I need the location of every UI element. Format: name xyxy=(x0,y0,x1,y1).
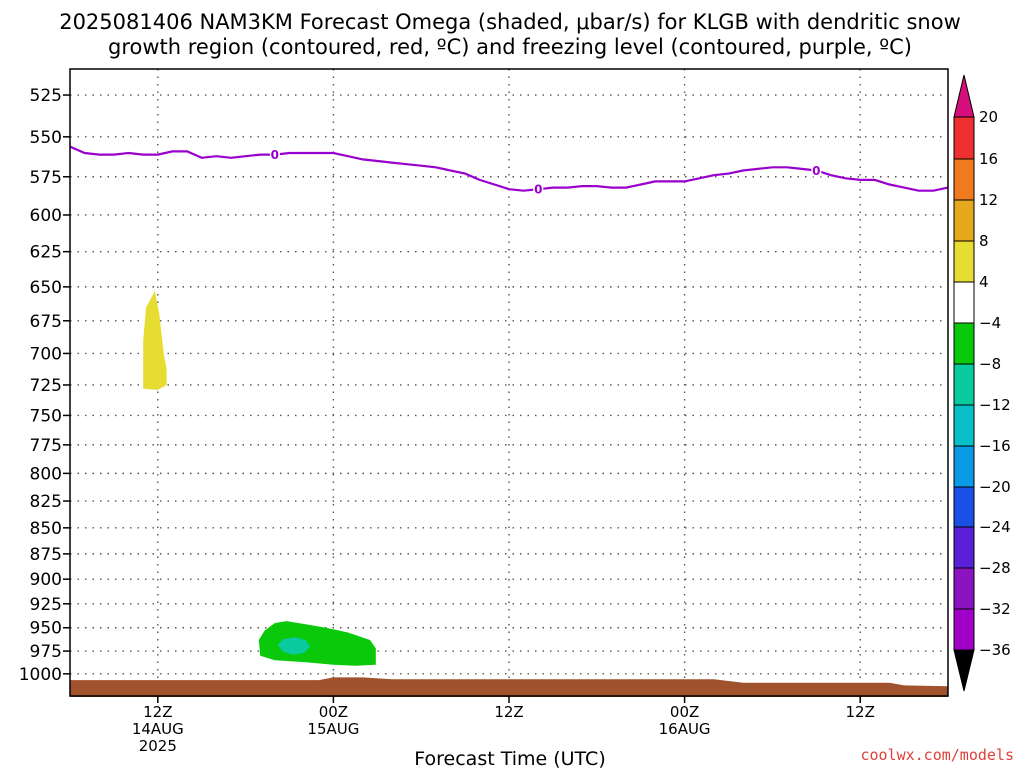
y-tick-label-0: 525 xyxy=(30,86,62,106)
chart-title-line2: growth region (contoured, red, ºC) and f… xyxy=(108,35,912,59)
y-tick-label-7: 700 xyxy=(30,344,62,364)
y-tick-label-17: 950 xyxy=(30,619,62,639)
freezing-level-contour: 0 0 0 xyxy=(69,145,949,197)
x-tick-label-3-0: 00Z xyxy=(670,703,699,721)
contour-label-bg-0 xyxy=(269,147,280,161)
colorbar-label-2: 12 xyxy=(979,191,998,209)
colorbar-label-8: −16 xyxy=(979,437,1011,455)
colorbar-label-1: 16 xyxy=(979,150,998,168)
x-tick-label-2-0: 12Z xyxy=(494,703,523,721)
y-tick-label-19: 1000 xyxy=(19,665,62,685)
x-tick-label-1-1: 15AUG xyxy=(307,720,359,738)
colorbar-label-0: 20 xyxy=(979,108,998,126)
omega-shading xyxy=(143,291,376,666)
omega-region-1 xyxy=(258,621,376,666)
colorbar-label-3: 8 xyxy=(979,232,989,250)
x-tick-label-0-0: 12Z xyxy=(143,703,172,721)
colorbar-segment-12 xyxy=(953,608,975,651)
y-tick-label-1: 550 xyxy=(30,128,62,148)
y-axis: 525 550 575 600 625 650 675 700 725 750 775 800 825 8… xyxy=(19,86,70,685)
y-tick-label-5: 650 xyxy=(30,278,62,298)
colorbar: 20 16 12 8 4 −4 −8 −12 −16 −20 −24 −28 −32 −36 xyxy=(953,74,1011,692)
y-tick-label-9: 750 xyxy=(30,406,62,426)
y-tick-label-13: 850 xyxy=(30,519,62,539)
y-tick-label-18: 975 xyxy=(30,642,62,662)
y-tick-label-6: 675 xyxy=(30,312,62,332)
y-tick-label-14: 875 xyxy=(30,545,62,565)
colorbar-segment-4 xyxy=(953,281,975,324)
y-tick-label-2: 575 xyxy=(30,168,62,188)
contour-label-bg-1 xyxy=(533,182,544,196)
colorbar-label-11: −28 xyxy=(979,559,1011,577)
colorbar-segment-3 xyxy=(953,240,975,283)
colorbar-label-10: −24 xyxy=(979,518,1011,536)
chart-title-line1: 2025081406 NAM3KM Forecast Omega (shaded… xyxy=(59,10,961,34)
y-tick-label-16: 925 xyxy=(30,595,62,615)
omega-region-2 xyxy=(277,637,310,655)
colorbar-segment-7 xyxy=(953,404,975,447)
y-tick-label-15: 900 xyxy=(30,570,62,590)
colorbar-segment-6 xyxy=(953,363,975,406)
colorbar-label-7: −12 xyxy=(979,396,1011,414)
colorbar-segment-10 xyxy=(953,526,975,569)
y-tick-label-12: 825 xyxy=(30,492,62,512)
freezing-contour-label-1: 0 xyxy=(534,183,542,197)
credit-text: coolwx.com/models xyxy=(860,746,1014,764)
colorbar-segment-9 xyxy=(953,486,975,528)
y-tick-label-4: 625 xyxy=(30,243,62,263)
y-tick-label-10: 775 xyxy=(30,436,62,456)
omega-region-0 xyxy=(143,291,167,390)
freezing-contour-label-2: 0 xyxy=(812,164,820,178)
y-tick-label-11: 800 xyxy=(30,464,62,484)
colorbar-label-4: 4 xyxy=(979,273,989,291)
x-tick-label-1-0: 00Z xyxy=(319,703,348,721)
freezing-level-line xyxy=(69,145,949,192)
x-axis-label: Forecast Time (UTC) xyxy=(414,748,605,768)
colorbar-label-12: −32 xyxy=(979,600,1011,618)
terrain-fill xyxy=(70,677,948,697)
freezing-contour-label-0: 0 xyxy=(271,148,279,162)
colorbar-segment-8 xyxy=(953,445,975,488)
colorbar-segment-2 xyxy=(953,199,975,242)
colorbar-segment-1 xyxy=(953,158,975,201)
colorbar-segment-11 xyxy=(953,567,975,610)
colorbar-label-5: −4 xyxy=(979,314,1001,332)
y-tick-label-3: 600 xyxy=(30,206,62,226)
x-tick-label-3-1: 16AUG xyxy=(659,720,711,738)
colorbar-label-9: −20 xyxy=(979,478,1011,496)
colorbar-label-6: −8 xyxy=(979,355,1001,373)
colorbar-bottom-triangle xyxy=(953,649,975,692)
x-tick-label-0-2: 2025 xyxy=(139,737,177,755)
colorbar-label-13: −36 xyxy=(979,641,1011,659)
colorbar-segment-5 xyxy=(953,322,975,365)
y-tick-label-8: 725 xyxy=(30,376,62,396)
terrain xyxy=(70,677,948,697)
colorbar-segment-0 xyxy=(953,116,975,160)
contour-label-bg-2 xyxy=(811,163,822,177)
x-tick-label-4-0: 12Z xyxy=(846,703,875,721)
x-tick-label-0-1: 14AUG xyxy=(132,720,184,738)
colorbar-top-triangle xyxy=(953,74,975,118)
